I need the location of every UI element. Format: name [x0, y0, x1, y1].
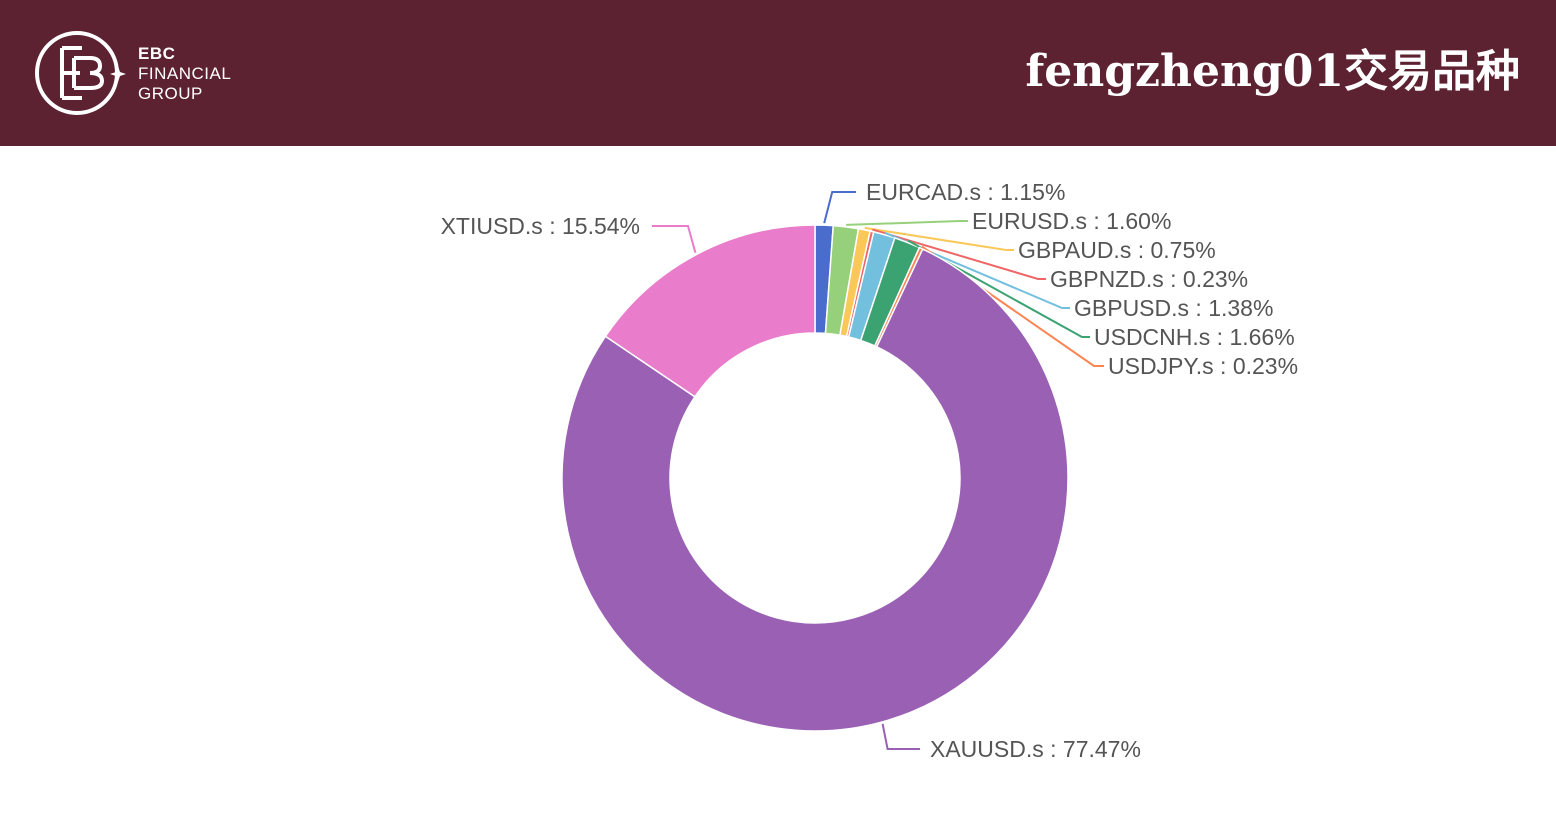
- leader-line-xtiusd-s: [652, 225, 697, 254]
- data-label-xtiusd-s: XTIUSD.s : 15.54%: [441, 213, 640, 239]
- leader-line-gbpaud-s: [864, 226, 1014, 251]
- donut-chart: EURCAD.s : 1.15% EURUSD.s : 1.60% GBPAUD.s…: [441, 179, 1298, 762]
- data-label-eurusd-s: EURUSD.s : 1.60%: [972, 208, 1171, 234]
- data-label-gbpaud-s: GBPAUD.s : 0.75%: [1018, 237, 1216, 263]
- page-title: fengzheng01交易品种: [1025, 46, 1520, 97]
- leader-line-xauusd-s: [881, 723, 920, 750]
- pie-slice-xtiusd-s[interactable]: [604, 224, 816, 398]
- logo-line-financial: FINANCIAL: [138, 64, 232, 83]
- leader-line-gbpnzd-s: [872, 228, 1046, 280]
- pie-slice-xauusd-s[interactable]: [561, 248, 1069, 732]
- data-label-gbpusd-s: GBPUSD.s : 1.38%: [1074, 295, 1273, 321]
- header-banner: EBC FINANCIAL GROUP fengzheng01交易品种: [0, 0, 1556, 146]
- leader-line-usdcnh-s: [907, 239, 1090, 338]
- data-label-gbpnzd-s: GBPNZD.s : 0.23%: [1050, 266, 1248, 292]
- data-label-usdjpy-s: USDJPY.s : 0.23%: [1108, 353, 1298, 379]
- logo-line-group: GROUP: [138, 84, 203, 103]
- leader-line-eurusd-s: [846, 220, 968, 226]
- logo-wordmark: EBC FINANCIAL GROUP: [138, 44, 231, 104]
- ebc-logo-icon: [35, 31, 126, 115]
- leader-line-eurcad-s: [823, 191, 856, 224]
- data-label-xauusd-s: XAUUSD.s : 77.47%: [930, 736, 1141, 762]
- data-label-eurcad-s: EURCAD.s : 1.15%: [866, 179, 1065, 205]
- chart-area: EURCAD.s : 1.15% EURUSD.s : 1.60% GBPAUD.s…: [0, 146, 1556, 824]
- leader-line-gbpusd-s: [884, 231, 1070, 309]
- logo-line-ebc: EBC: [138, 44, 176, 63]
- data-label-usdcnh-s: USDCNH.s : 1.66%: [1094, 324, 1295, 350]
